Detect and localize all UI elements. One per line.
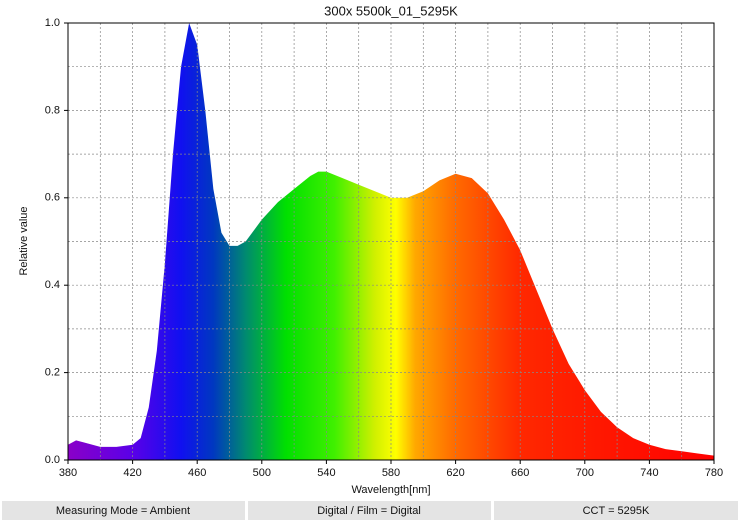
y-tick-label: 0.4 bbox=[45, 279, 60, 291]
x-tick-label: 500 bbox=[253, 467, 271, 479]
y-tick-label: 0.0 bbox=[45, 454, 60, 466]
status-cell bbox=[248, 501, 491, 520]
x-tick-label: 620 bbox=[446, 467, 464, 479]
status-cell bbox=[2, 501, 245, 520]
y-tick-label: 0.6 bbox=[45, 192, 60, 204]
x-tick-label: 780 bbox=[705, 467, 723, 479]
spectrum-area bbox=[68, 23, 714, 460]
x-tick-label: 380 bbox=[59, 467, 77, 479]
x-tick-label: 540 bbox=[317, 467, 335, 479]
y-axis-label: Relative value bbox=[18, 206, 30, 275]
status-cell bbox=[494, 501, 738, 520]
status-text: Digital / Film = Digital bbox=[317, 505, 421, 517]
x-tick-label: 740 bbox=[640, 467, 658, 479]
x-tick-label: 460 bbox=[188, 467, 206, 479]
y-tick-label: 0.8 bbox=[45, 104, 60, 116]
x-tick-label: 420 bbox=[123, 467, 141, 479]
plot-frame bbox=[67, 22, 715, 461]
status-text: CCT = 5295K bbox=[583, 505, 650, 517]
y-tick-label: 0.2 bbox=[45, 367, 60, 379]
y-tick-label: 1.0 bbox=[45, 17, 60, 29]
x-tick-label: 580 bbox=[382, 467, 400, 479]
x-tick-label: 700 bbox=[576, 467, 594, 479]
x-axis-label: Wavelength[nm] bbox=[351, 484, 430, 496]
chart-title: 300x 5500k_01_5295K bbox=[324, 3, 458, 18]
status-bar: Measuring Mode = Ambient Digital / Film … bbox=[2, 501, 738, 520]
status-text: Measuring Mode = Ambient bbox=[56, 505, 190, 517]
x-tick-label: 660 bbox=[511, 467, 529, 479]
